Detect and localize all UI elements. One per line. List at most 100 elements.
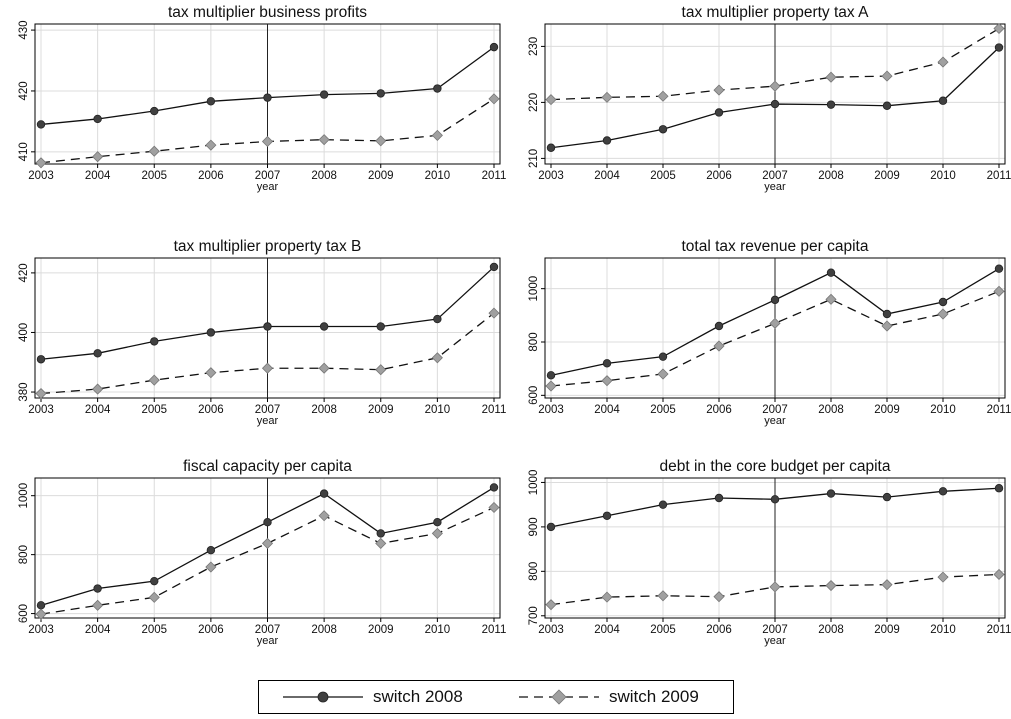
- x-tick-label: 2008: [818, 404, 844, 416]
- data-point-switch-2009: [488, 307, 500, 319]
- data-point-switch-2009: [261, 362, 274, 374]
- data-point-switch-2009: [937, 56, 949, 68]
- data-point-switch-2008: [206, 328, 216, 337]
- legend-label-switch-2008: switch 2008: [373, 687, 463, 706]
- data-point-switch-2009: [431, 352, 443, 364]
- data-point-switch-2008: [882, 101, 892, 110]
- x-axis-label: year: [257, 181, 279, 193]
- x-tick-label: 2009: [368, 624, 394, 636]
- y-tick-label: 420: [18, 263, 30, 282]
- x-tick-label: 2006: [706, 624, 732, 636]
- data-point-switch-2009: [318, 134, 330, 146]
- data-point-switch-2008: [36, 120, 46, 129]
- data-point-switch-2009: [375, 135, 387, 147]
- data-point-switch-2009: [488, 93, 500, 105]
- panel-title: tax multiplier business profits: [168, 4, 367, 21]
- data-point-switch-2009: [205, 367, 217, 379]
- data-point-switch-2009: [148, 145, 160, 157]
- legend-item-switch-2009: switch 2009: [517, 681, 699, 713]
- data-point-switch-2009: [261, 135, 274, 148]
- data-point-switch-2008: [546, 143, 556, 152]
- data-point-switch-2008: [658, 352, 668, 361]
- data-point-switch-2008: [36, 601, 46, 610]
- data-point-switch-2008: [546, 371, 556, 380]
- data-point-switch-2008: [938, 96, 948, 105]
- x-tick-label: 2010: [930, 404, 956, 416]
- data-point-switch-2009: [937, 571, 949, 583]
- panel-title: total tax revenue per capita: [682, 238, 869, 255]
- panel-total-tax-revenue-per-capita: total tax revenue per capita 2003 2004 2005…: [528, 238, 1011, 427]
- data-point-switch-2009: [769, 581, 781, 593]
- data-point-switch-2008: [658, 125, 668, 134]
- x-tick-label: 2009: [368, 404, 394, 416]
- data-point-switch-2008: [770, 99, 780, 109]
- x-tick-label: 2008: [311, 404, 337, 416]
- panel-title: tax multiplier property tax B: [174, 238, 362, 255]
- data-point-switch-2009: [825, 293, 837, 305]
- data-point-switch-2008: [319, 489, 329, 498]
- y-tick-label: 900: [528, 517, 540, 536]
- data-point-switch-2008: [938, 297, 948, 307]
- data-point-switch-2009: [825, 579, 837, 592]
- data-point-switch-2009: [713, 84, 725, 96]
- data-point-switch-2009: [545, 599, 557, 611]
- data-point-switch-2009: [601, 91, 613, 103]
- x-tick-label: 2004: [594, 170, 620, 182]
- data-point-switch-2009: [881, 579, 893, 591]
- series-line-switch-2009: [550, 290, 1000, 387]
- x-tick-label: 2011: [987, 170, 1011, 182]
- data-point-switch-2008: [602, 359, 612, 368]
- x-tick-label: 2003: [28, 170, 54, 182]
- data-point-switch-2008: [93, 584, 102, 593]
- x-tick-label: 2007: [255, 170, 281, 182]
- y-tick-label: 400: [18, 323, 30, 342]
- x-axis-label: year: [764, 635, 786, 647]
- data-point-switch-2009: [92, 151, 104, 163]
- x-tick-label: 2008: [311, 624, 337, 636]
- data-point-switch-2009: [148, 591, 160, 603]
- y-tick-label: 600: [18, 604, 30, 623]
- data-point-switch-2008: [319, 90, 329, 99]
- x-tick-label: 2011: [482, 170, 507, 182]
- x-tick-label: 2004: [85, 624, 111, 636]
- x-tick-label: 2009: [874, 170, 900, 182]
- data-point-switch-2009: [205, 561, 217, 573]
- panel-fiscal-capacity-per-capita: fiscal capacity per capita 2003 2004 2005 20…: [18, 458, 506, 647]
- data-point-switch-2008: [994, 43, 1004, 52]
- x-tick-label: 2010: [425, 170, 451, 182]
- x-tick-label: 2011: [482, 404, 507, 416]
- y-tick-label: 1000: [528, 470, 540, 496]
- panel-title: tax multiplier property tax A: [682, 4, 870, 21]
- x-tick-label: 2008: [818, 170, 844, 182]
- data-point-switch-2008: [602, 136, 612, 145]
- x-tick-label: 2006: [198, 170, 224, 182]
- data-point-switch-2008: [433, 518, 442, 527]
- data-point-switch-2009: [657, 368, 669, 380]
- data-point-switch-2009: [431, 129, 443, 141]
- x-tick-label: 2009: [368, 170, 394, 182]
- data-point-switch-2008: [994, 484, 1004, 493]
- data-point-switch-2009: [769, 80, 781, 92]
- x-axis-label: year: [764, 181, 786, 193]
- data-point-switch-2008: [376, 529, 385, 538]
- data-point-switch-2009: [713, 591, 725, 603]
- data-point-switch-2009: [993, 568, 1005, 581]
- data-point-switch-2008: [376, 89, 385, 98]
- data-point-switch-2009: [881, 70, 893, 82]
- data-point-switch-2009: [545, 380, 557, 392]
- data-point-switch-2009: [993, 285, 1005, 297]
- data-point-switch-2008: [602, 511, 612, 520]
- data-point-switch-2009: [657, 590, 669, 602]
- x-tick-label: 2005: [141, 624, 167, 636]
- panel-title: debt in the core budget per capita: [660, 458, 891, 475]
- x-tick-label: 2010: [425, 624, 451, 636]
- data-point-switch-2009: [601, 375, 613, 387]
- y-tick-label: 600: [528, 386, 540, 405]
- x-tick-label: 2006: [198, 624, 224, 636]
- y-tick-label: 420: [18, 81, 30, 100]
- x-tick-label: 2004: [85, 170, 111, 182]
- legend-label-switch-2009: switch 2009: [609, 687, 699, 706]
- data-point-switch-2008: [376, 322, 385, 331]
- data-point-switch-2008: [882, 492, 892, 502]
- panel-tax-multiplier-property-tax-a: tax multiplier property tax A 2003 2004 200…: [528, 4, 1011, 193]
